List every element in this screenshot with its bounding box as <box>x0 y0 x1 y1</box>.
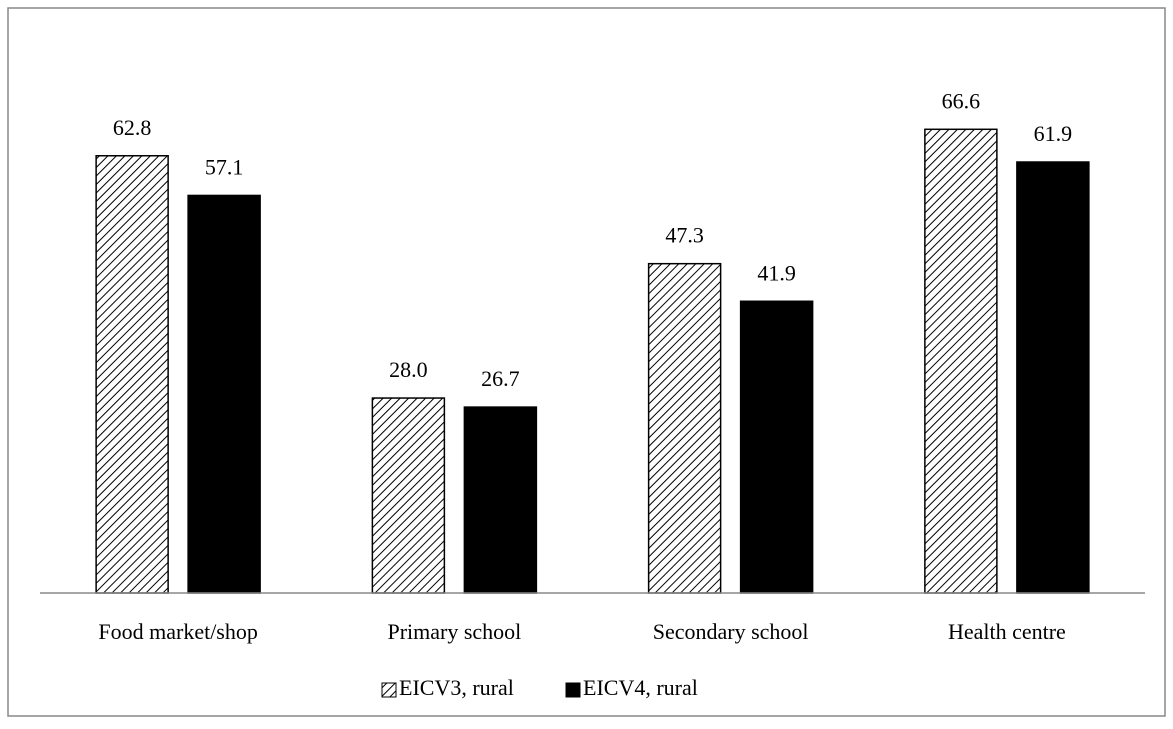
x-tick-label: Health centre <box>948 619 1066 644</box>
x-tick-label: Secondary school <box>653 619 809 644</box>
bar <box>1016 161 1090 594</box>
data-label: 57.1 <box>205 154 244 179</box>
data-label: 41.9 <box>757 260 796 285</box>
legend-swatch <box>381 682 397 698</box>
bar <box>924 128 998 594</box>
data-label: 66.6 <box>942 88 981 113</box>
x-tick-label: Primary school <box>387 619 521 644</box>
bar <box>187 194 261 594</box>
data-label: 62.8 <box>113 115 152 140</box>
bar <box>95 155 169 594</box>
legend-label: EICV4, rural <box>583 675 698 700</box>
data-label: 47.3 <box>665 223 704 248</box>
bar <box>739 300 814 594</box>
x-tick-label: Food market/shop <box>98 619 258 644</box>
legend-label: EICV3, rural <box>399 675 514 700</box>
data-label: 28.0 <box>389 357 428 382</box>
bar <box>463 406 538 594</box>
data-label: 61.9 <box>1034 121 1073 146</box>
bar <box>371 397 446 594</box>
data-label: 26.7 <box>481 366 520 391</box>
bar <box>647 262 722 594</box>
legend-swatch <box>565 682 581 698</box>
